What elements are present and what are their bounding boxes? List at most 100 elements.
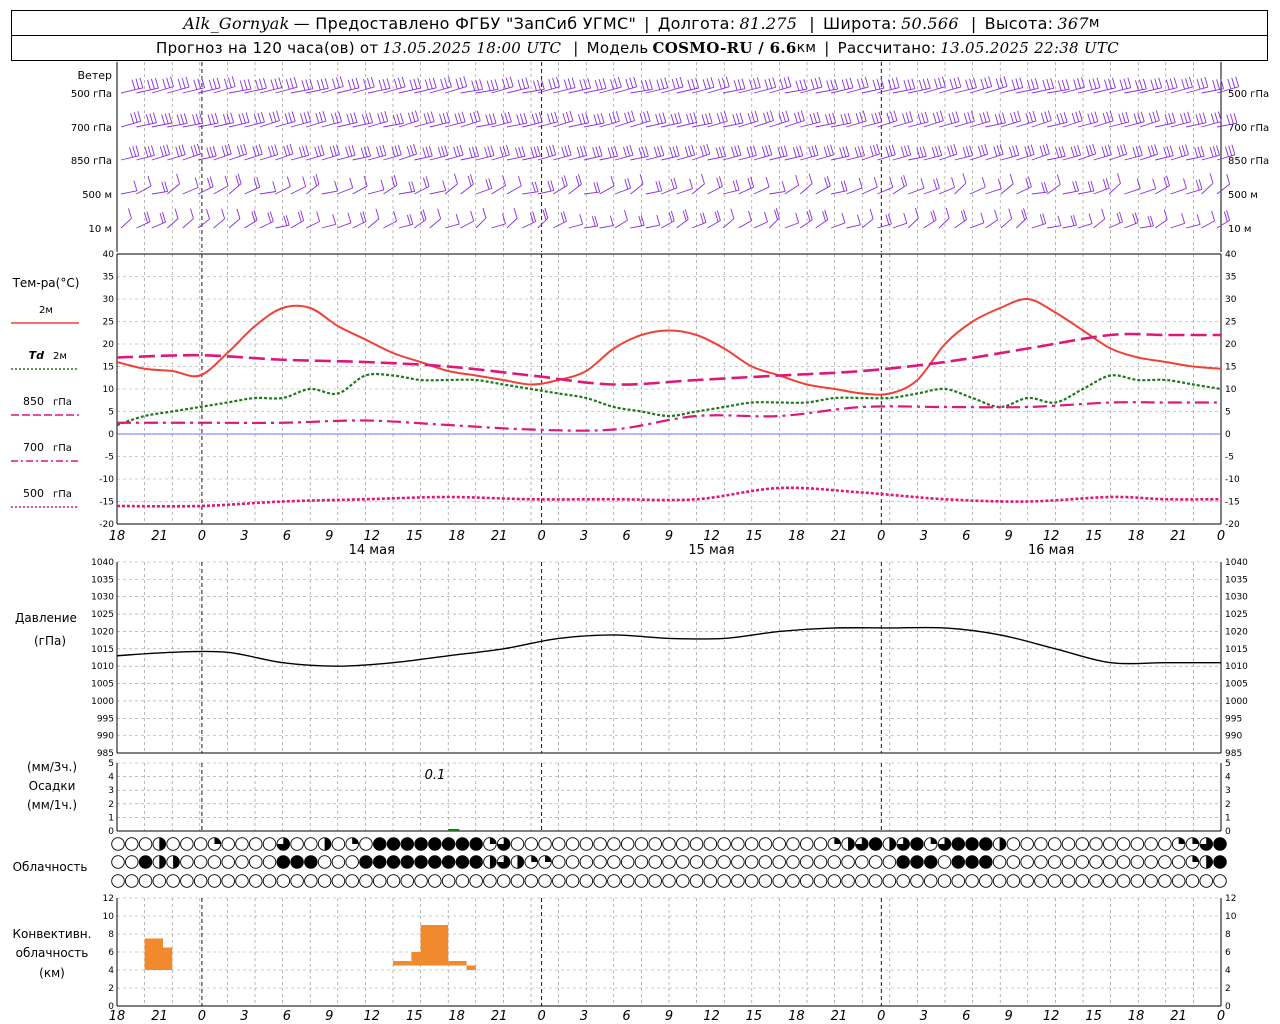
cloud-cell — [744, 837, 759, 851]
wind-barb-feather — [1096, 77, 1101, 88]
wind-barb-feather — [859, 111, 864, 123]
cloud-cell — [304, 874, 318, 888]
wind-barb-feather — [825, 114, 829, 125]
wind-barb-feather — [857, 146, 862, 157]
cloud-cell — [1006, 855, 1021, 869]
wind-barb — [367, 120, 388, 128]
y-tick-label: 5 — [1225, 759, 1231, 769]
wind-barb — [120, 218, 132, 229]
wind-barb-feather — [459, 144, 464, 156]
wind-barb-feather — [1142, 78, 1147, 90]
wind-barb-feather — [809, 113, 814, 124]
wind-barb-feather — [197, 78, 202, 89]
wind-barb-feather — [1202, 112, 1207, 123]
wind-barb-feather — [714, 211, 719, 223]
cloud-cell — [262, 874, 277, 888]
wind-barb-feather — [732, 114, 737, 125]
wind-barb-feather — [813, 112, 817, 124]
y-tick-label: 35 — [1225, 273, 1236, 283]
x-tick-label: 0 — [1217, 529, 1225, 544]
divider: | — [644, 13, 650, 33]
wind-barb — [1155, 185, 1170, 195]
wind-barb — [275, 86, 298, 94]
wind-barb-feather — [1034, 78, 1039, 89]
cloud-cell — [304, 837, 318, 851]
wind-barb-feather — [655, 114, 660, 125]
wind-barb-feather — [484, 147, 488, 158]
x-tick-label: 15 — [1085, 529, 1102, 544]
wind-barb-feather — [267, 146, 272, 157]
wind-barb-feather — [581, 113, 586, 124]
calc-label: Рассчитано: — [837, 39, 937, 57]
cloud-cell — [786, 874, 800, 888]
wind-barb-feather — [1229, 113, 1234, 125]
wind-barb — [722, 88, 746, 94]
cloud-cell-fill — [1213, 837, 1227, 851]
wind-barb-feather — [936, 178, 940, 189]
wind-barb-feather — [775, 207, 780, 219]
wind-barb — [1155, 155, 1174, 161]
wind-barb-feather — [1106, 111, 1111, 123]
wind-barb-feather — [768, 78, 773, 89]
wind-barb-feather — [316, 79, 321, 91]
wind-barb-feather — [135, 78, 140, 89]
wind-barb-feather — [278, 77, 283, 88]
wind-barb — [1154, 219, 1168, 229]
wind-barb-feather — [432, 77, 437, 88]
wind-barb — [630, 120, 651, 128]
wind-barb — [815, 88, 838, 94]
wind-barb-feather — [951, 177, 955, 188]
wind-barb-feather — [224, 175, 229, 187]
wind-barb-feather — [561, 146, 566, 157]
wind-barb-feather — [1135, 80, 1139, 91]
wind-barb-feather — [1121, 112, 1126, 123]
wind-barb-feather — [1166, 175, 1170, 186]
wind-barb-feather — [1010, 112, 1014, 124]
wind-barb-feather — [236, 208, 241, 219]
cloud-cell-fill — [159, 837, 166, 851]
wind-barb-feather — [660, 78, 665, 89]
wind-barb-feather — [530, 147, 535, 158]
wind-barb-feather — [687, 145, 692, 156]
wind-barb-feather — [193, 79, 198, 90]
wind-barb-feather — [873, 144, 877, 156]
cloud-cell — [634, 855, 649, 869]
wind-barb-feather — [1065, 79, 1070, 90]
wind-barb — [584, 87, 607, 94]
wind-barb-feather — [1199, 113, 1203, 124]
wind-barb-feather — [533, 146, 538, 157]
wind-barb-feather — [444, 77, 448, 89]
wind-barb — [244, 153, 263, 161]
wind-barb — [1062, 120, 1083, 128]
cloud-cell — [648, 855, 662, 869]
wind-barb-feather — [861, 145, 865, 156]
wind-barb-feather — [392, 114, 397, 125]
cloud-cell-fill — [834, 837, 841, 844]
x-tick-label: 0 — [877, 1009, 885, 1024]
wind-barb-feather — [351, 78, 356, 89]
wind-barb-feather — [494, 79, 499, 90]
wind-barb-feather — [749, 79, 753, 90]
wind-barb-feather — [995, 78, 1000, 89]
cloud-cell-fill — [277, 837, 290, 851]
x-tick-label: 9 — [665, 1009, 673, 1024]
wind-barb-feather — [723, 111, 728, 122]
wind-barb-feather — [579, 79, 584, 90]
cloud-cell — [579, 837, 594, 851]
x-tick-label: 12 — [1043, 529, 1060, 544]
wind-barb-feather — [826, 175, 831, 187]
wind-barb-feather — [887, 79, 892, 90]
wind-barb-feather — [1152, 111, 1157, 122]
wind-barb-feather — [501, 78, 506, 90]
wind-barb-feather — [1135, 146, 1140, 157]
cloud-cell — [813, 855, 828, 869]
wind-barb-feather — [596, 181, 601, 193]
y-tick-label: 5 — [108, 408, 114, 418]
wind-barb-feather — [878, 111, 883, 123]
cloud-cell — [1047, 855, 1062, 869]
cloud-cell — [180, 855, 194, 869]
wind-barb-feather — [207, 114, 212, 125]
wind-barb-feather — [243, 79, 248, 90]
cloud-cell — [676, 855, 690, 869]
wind-barb-feather — [363, 146, 368, 157]
